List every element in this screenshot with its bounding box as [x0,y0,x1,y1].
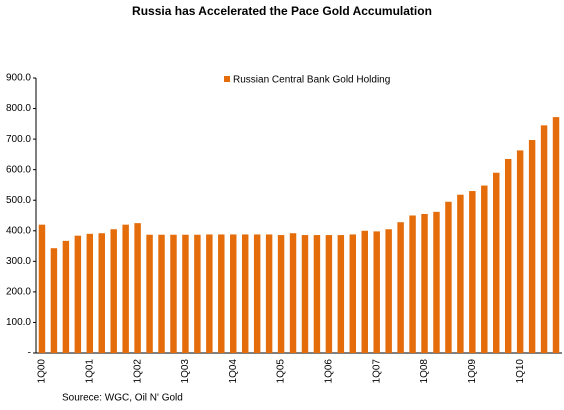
bar [230,234,237,353]
bar [289,233,297,353]
x-tick-label: 1Q06 [324,359,335,384]
bar [493,172,500,353]
y-tick-label: - [28,348,31,359]
x-tick-label: 1Q01 [84,359,95,384]
bar [516,150,524,353]
y-tick-label: 100.0 [6,317,31,328]
bar [265,234,273,353]
bar [325,235,333,353]
bar [206,234,213,353]
bar [457,194,464,353]
x-tick-label: 1Q00 [37,359,48,384]
y-tick-label: 800.0 [6,103,31,114]
x-tick-label: 1Q07 [371,359,382,384]
bar [110,229,117,353]
x-tick-label: 1Q08 [419,359,430,384]
bar [122,224,129,353]
bar [528,140,536,353]
x-tick-label: 1Q02 [132,359,143,384]
bar [504,158,512,353]
bar [385,229,392,353]
bar [469,191,476,353]
bar [146,234,153,353]
y-tick-label: 500.0 [6,195,31,206]
bar [397,222,404,353]
bar [277,235,285,353]
bar [74,235,82,353]
bar [421,213,428,353]
x-tick-label: 1Q10 [515,359,526,384]
y-tick-label: 300.0 [6,256,31,267]
y-tick-label: 200.0 [6,287,31,298]
bar [481,185,488,353]
bar [313,235,321,353]
source-note: Sourece: WGC, Oil N' Gold [62,393,183,404]
chart-title: Russia has Accelerated the Pace Gold Acc… [132,4,432,18]
bar [301,235,309,353]
bar [194,234,201,353]
bar [433,211,440,353]
y-tick-label: 900.0 [6,73,31,84]
x-tick-label: 1Q05 [276,359,287,384]
x-tick-label: 1Q03 [180,359,191,384]
y-tick-label: 600.0 [6,164,31,175]
bar [134,223,141,353]
bar [182,234,189,353]
bar [349,234,357,353]
bar [86,233,94,353]
bar [337,235,345,353]
bar [253,234,261,353]
y-tick-label: 700.0 [6,134,31,145]
x-tick-label: 1Q09 [467,359,478,384]
bar [170,234,177,353]
bar [361,230,368,353]
bar [445,201,452,353]
bar [409,215,416,353]
bar [373,231,380,353]
y-tick-label: 400.0 [6,225,31,236]
bar [62,240,70,353]
x-tick-label: 1Q04 [228,359,239,384]
bar [50,248,58,353]
bar [241,234,249,353]
bar [552,117,560,353]
legend-label: Russian Central Bank Gold Holding [233,75,390,86]
bar [98,233,105,353]
bar [218,234,225,353]
bar [38,224,46,353]
legend-swatch [224,76,230,82]
bar [540,125,548,353]
bar [158,234,165,353]
